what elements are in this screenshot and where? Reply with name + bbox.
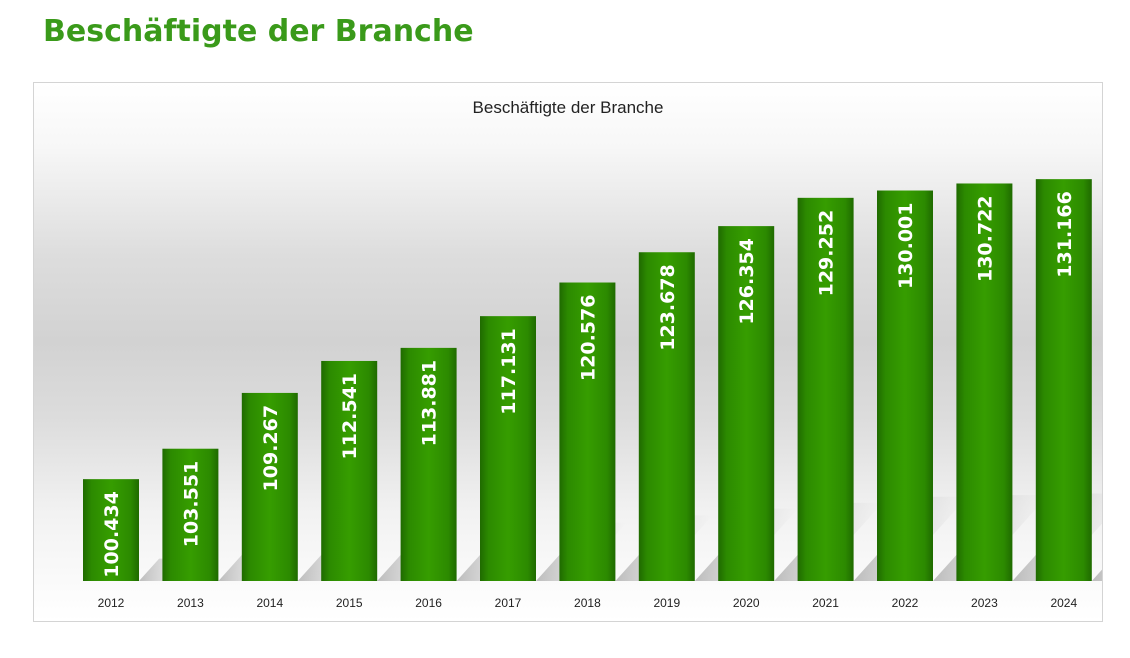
bar-value-label: 112.541 bbox=[339, 373, 361, 460]
x-tick-label: 2014 bbox=[256, 596, 283, 610]
x-tick-label: 2022 bbox=[892, 596, 919, 610]
bar-2024 bbox=[1035, 179, 1092, 581]
x-tick-label: 2024 bbox=[1050, 596, 1077, 610]
chart-title: Beschäftigte der Branche bbox=[473, 98, 664, 117]
bar-value-label: 131.166 bbox=[1054, 191, 1076, 278]
bar-2022 bbox=[877, 190, 933, 581]
bar-value-label: 113.881 bbox=[419, 360, 441, 447]
x-tick-label: 2013 bbox=[177, 596, 204, 610]
x-tick-label: 2015 bbox=[336, 596, 363, 610]
bars-group: 100.434 103.551 109.267 112.541 113.881 117.1… bbox=[83, 179, 1092, 581]
bar-value-label: 130.722 bbox=[974, 195, 996, 282]
x-tick-label: 2017 bbox=[495, 596, 522, 610]
x-tick-label: 2020 bbox=[733, 596, 760, 610]
bar-value-label: 129.252 bbox=[816, 210, 838, 297]
x-tick-label: 2021 bbox=[812, 596, 839, 610]
bar-2023 bbox=[956, 183, 1013, 581]
x-tick-label: 2012 bbox=[98, 596, 125, 610]
bar-2020 bbox=[718, 226, 775, 581]
chart-area: Beschäftigte der Branche 100.434 103.551 1… bbox=[33, 82, 1103, 622]
bar-value-label: 126.354 bbox=[736, 238, 758, 325]
x-axis-ticks: 2012 2013 2014 2015 2016 2017 2018 2019 2020 2021… bbox=[98, 596, 1078, 610]
bar-shadow bbox=[1091, 569, 1102, 581]
bar-value-label: 109.267 bbox=[260, 405, 282, 492]
page-title: Beschäftigte der Branche bbox=[43, 14, 474, 49]
bar-2019 bbox=[638, 252, 695, 581]
bar-value-label: 117.131 bbox=[498, 328, 520, 415]
bar-value-label: 130.001 bbox=[895, 203, 917, 290]
bar-2015 bbox=[321, 360, 378, 581]
bar-2012 bbox=[83, 479, 139, 581]
bar-chart: Beschäftigte der Branche 100.434 103.5511… bbox=[83, 98, 1102, 610]
x-tick-label: 2023 bbox=[971, 596, 998, 610]
bar-2016 bbox=[400, 347, 457, 581]
bar-value-label: 120.576 bbox=[577, 295, 599, 382]
bar-2013 bbox=[162, 448, 219, 581]
bar-2021 bbox=[797, 197, 854, 581]
bar-value-label: 100.434 bbox=[101, 491, 123, 578]
bar-2014 bbox=[241, 392, 298, 581]
x-tick-label: 2016 bbox=[415, 596, 442, 610]
x-tick-label: 2018 bbox=[574, 596, 601, 610]
x-tick-label: 2019 bbox=[653, 596, 680, 610]
bar-2018 bbox=[559, 282, 616, 581]
bar-2017 bbox=[480, 316, 536, 581]
bar-value-label: 103.551 bbox=[180, 461, 202, 548]
bar-value-label: 123.678 bbox=[657, 264, 679, 351]
